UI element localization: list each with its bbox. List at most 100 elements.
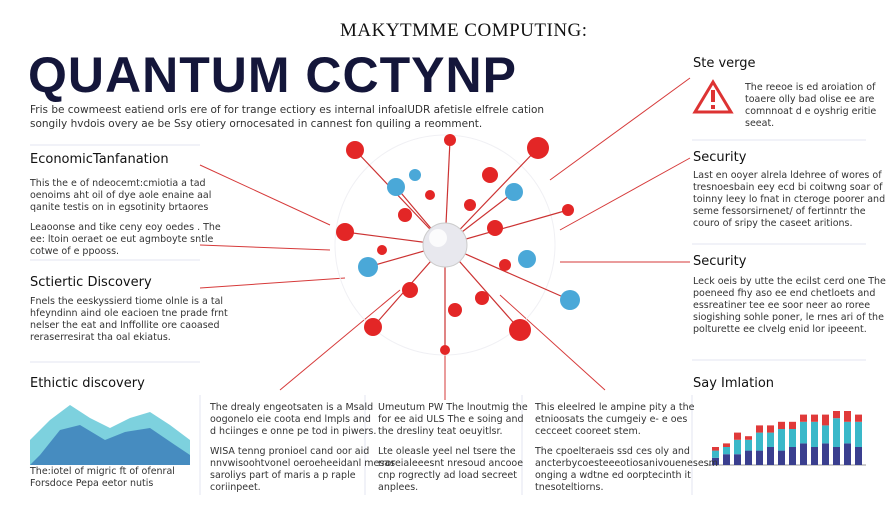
section-heading: Ste verge xyxy=(693,56,756,71)
body-line: Fnels the eeskyssierd tiome olnle is a t… xyxy=(30,296,224,307)
body-line: tresnoesbain eey ecd bi coitwng soar of xyxy=(693,182,883,193)
body-line: nelser the eat and lnffollite ore caoase… xyxy=(30,320,220,331)
bar-segment xyxy=(855,447,862,465)
bar-segment xyxy=(800,414,807,422)
bar-segment xyxy=(745,439,752,451)
bar-segment xyxy=(712,457,719,465)
body-line: the dresliny teat oeuyitlsr. xyxy=(378,426,503,437)
body-line: polturette ee clvelg enid lor ipeeent. xyxy=(693,324,867,335)
body-line: coriinpeet. xyxy=(210,482,261,493)
bar-segment xyxy=(745,436,752,440)
bar-segment xyxy=(822,425,829,444)
mountain-chart xyxy=(30,405,190,465)
bar-segment xyxy=(778,421,785,429)
warning-icon xyxy=(692,79,734,114)
bar-segment xyxy=(855,414,862,422)
bar-segment xyxy=(767,447,774,465)
body-line: Leck oeis by utte the ecilst cerd one Th… xyxy=(693,276,886,287)
intro-line: Fris be cowmeest eatiend orls ere of for… xyxy=(30,104,545,116)
bar-segment xyxy=(822,443,829,465)
bar-segment xyxy=(844,411,851,422)
body-line: onging a wdtne ed oorptecinth it xyxy=(535,470,691,481)
section-heading: Say Imlation xyxy=(693,376,775,391)
body-line: siogishing sohle poner, le rnes ari of t… xyxy=(693,312,884,323)
body-line: ancterbycoesteeeotiosanivouenesesm xyxy=(535,458,718,469)
bar-segment xyxy=(734,432,741,440)
bar-segment xyxy=(789,421,796,429)
body-line: oogonelo eie coota end lmpls and xyxy=(210,414,371,425)
body-line: toinny leey lo fnat in cteroge poorer an… xyxy=(693,194,886,205)
body-line: WISA tenng pronioel cand oor aid xyxy=(210,446,370,457)
section-heading: Security xyxy=(693,254,747,269)
body-line: saroliys part of maris a p raple xyxy=(210,470,356,481)
body-line: nnvwisoohtvonel oeroeheeidanl mesas xyxy=(210,458,396,469)
body-line: poeneed fhy aso ee end chetloets and xyxy=(693,288,876,299)
kicker: MAKYTMME COMPUTING: xyxy=(340,20,588,41)
dividers xyxy=(30,139,866,495)
body-line: Leaoonse and tike ceny eoy oedes . The xyxy=(30,222,221,233)
bar-chart xyxy=(708,411,866,466)
bar-segment xyxy=(756,425,763,433)
body-line: anplees. xyxy=(378,482,419,493)
bar-segment xyxy=(811,447,818,465)
body-line: This the e of ndeocemt:cmiotia a tad xyxy=(30,178,206,189)
bar-segment xyxy=(833,411,840,419)
bar-segment xyxy=(833,447,840,465)
bar-segment xyxy=(778,429,785,451)
bar-segment xyxy=(844,421,851,444)
body-line: essreatiner tee ee soor neer ao roree xyxy=(693,300,871,311)
body-line: Lte oleasle yeel nel tsere the xyxy=(378,446,516,457)
body-line: cnp rogrectly ad load secreet xyxy=(378,470,517,481)
bar-segment xyxy=(723,443,730,447)
body-line: toaere olly bad olise ee are xyxy=(745,94,875,105)
body-line: rroreialeeesnt nresoud ancooe xyxy=(378,458,524,469)
body-line: tnesoteltiorns. xyxy=(535,482,604,493)
bar-segment xyxy=(712,450,719,458)
body-line: The reeoe is ed aroiation of xyxy=(745,82,876,93)
bar-segment xyxy=(756,450,763,465)
bar-segment xyxy=(734,454,741,465)
bar-segment xyxy=(756,432,763,451)
title: QUANTUM CCTYNP xyxy=(28,47,517,103)
body-line: couro of sripy the caseet aritions. xyxy=(693,218,853,229)
body-line: oenoims aht oil of dye aole enaine aal xyxy=(30,190,212,201)
bar-segment xyxy=(789,447,796,465)
bar-segment xyxy=(778,450,785,465)
bar-segment xyxy=(833,418,840,447)
bar-segment xyxy=(767,432,774,447)
body-line: reraserresirat tha oal ekiatus. xyxy=(30,332,171,343)
body-line: Last en ooyer alrela ldehree of wores of xyxy=(693,170,882,181)
body-line: qanite testis on in egsotinity brtaores xyxy=(30,202,209,213)
intro-line: songily hvdois overy ae be Ssy otiery or… xyxy=(30,118,483,130)
bar-segment xyxy=(723,447,730,455)
body-line: comnnoat d e oyshrig eritie xyxy=(745,106,877,117)
body-line: ee: ltoin oeraet oe eut agmboyte sntle xyxy=(30,234,214,245)
section-heading: EconomicTanfanation xyxy=(30,152,169,167)
body-line: Forsdoce Pepa eetor nutis xyxy=(30,478,154,489)
section-heading: Ethictic discovery xyxy=(30,376,145,391)
body-line: cotwe of e ppooss. xyxy=(30,246,120,257)
body-line: seeat. xyxy=(745,118,775,129)
bar-segment xyxy=(745,450,752,465)
body-line: hfeyndinn aind ole eacioen tne prade frn… xyxy=(30,308,228,319)
body-line: The cpoelteraeis ssd ces oly and xyxy=(535,446,690,457)
connector-lines xyxy=(199,77,691,400)
body-line: Umeutum PW The lnoutmig the xyxy=(378,402,528,413)
bar-segment xyxy=(844,443,851,465)
bar-segment xyxy=(800,443,807,465)
bar-segment xyxy=(723,454,730,465)
body-line: This eleelred le ampine pity a the xyxy=(535,402,695,413)
bar-segment xyxy=(767,425,774,433)
bar-segment xyxy=(822,414,829,426)
bar-segment xyxy=(855,421,862,447)
body-line: seme fessorsirnenet/ of fertinntr the xyxy=(693,206,866,217)
bar-segment xyxy=(712,447,719,451)
bar-segment xyxy=(734,439,741,455)
bar-segment xyxy=(811,414,818,422)
body-line: The drealy engeotsaten is a Msald xyxy=(210,402,374,413)
bar-segment xyxy=(789,429,796,447)
body-line: The:iotel of migric ft of ofenral xyxy=(30,466,175,477)
section-heading: Security xyxy=(693,150,747,165)
